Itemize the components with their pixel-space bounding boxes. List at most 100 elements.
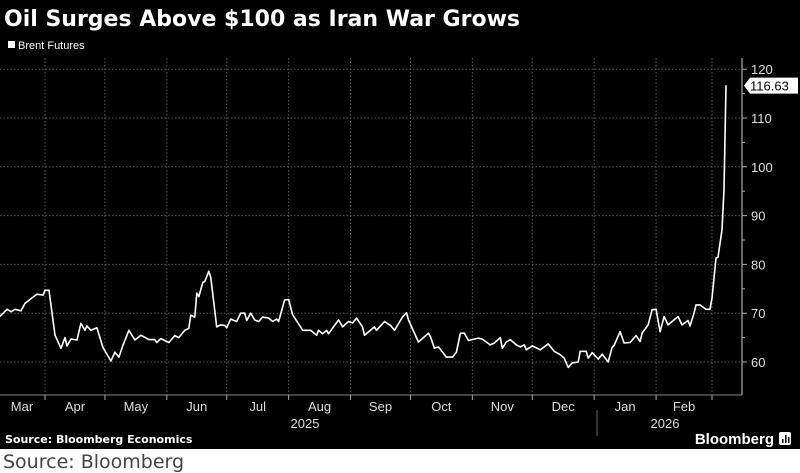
x-tick-label: Aug: [308, 399, 331, 414]
data-point: [226, 327, 228, 329]
data-point: [651, 309, 653, 311]
data-point: [567, 366, 569, 368]
data-point: [48, 289, 50, 291]
data-point: [128, 329, 130, 331]
x-tick-label: Jun: [186, 399, 207, 414]
data-point: [433, 347, 436, 349]
x-tick-label: Apr: [65, 399, 86, 414]
y-tick-label: 90: [751, 209, 765, 224]
data-point: [687, 319, 689, 322]
data-point: [451, 356, 453, 358]
chart-title: Oil Surges Above $100 as Iran War Grows: [4, 7, 520, 32]
data-point: [525, 349, 527, 351]
data-point: [302, 329, 304, 331]
data-point: [689, 325, 691, 327]
data-point: [681, 324, 683, 326]
data-point: [489, 344, 491, 346]
data-point: [647, 324, 649, 326]
data-point: [445, 356, 447, 358]
data-point: [90, 329, 92, 331]
data-point: [363, 334, 366, 336]
data-point: [587, 357, 589, 359]
x-tick-label: Mar: [11, 399, 34, 414]
y-tick-label: 60: [751, 355, 765, 370]
data-point: [559, 354, 561, 356]
data-point: [693, 312, 695, 314]
data-point: [341, 326, 344, 328]
y-tick-label: 100: [751, 160, 773, 175]
data-point: [10, 311, 12, 313]
data-point: [188, 327, 190, 329]
data-point: [66, 345, 68, 347]
data-point: [347, 320, 350, 323]
data-point: [407, 319, 410, 321]
data-point: [597, 358, 599, 360]
data-point: [539, 349, 541, 351]
data-point: [333, 324, 336, 326]
data-point: [563, 357, 565, 359]
data-point: [499, 337, 501, 339]
data-point: [196, 292, 198, 294]
data-point: [467, 339, 469, 342]
data-point: [246, 319, 248, 322]
data-point: [24, 302, 26, 305]
year-label-2025: 2025: [291, 416, 320, 431]
data-point: [250, 312, 252, 314]
data-point: [505, 341, 507, 343]
data-point: [717, 256, 719, 258]
data-point: [463, 332, 465, 334]
data-point: [383, 320, 386, 323]
y-tick-label: 80: [751, 257, 765, 272]
data-point: [284, 299, 286, 301]
data-point: [389, 324, 392, 326]
data-point: [204, 280, 206, 283]
y-tick-label: 70: [751, 306, 765, 321]
data-point: [236, 320, 238, 323]
caption-background: [0, 449, 800, 473]
data-point: [723, 189, 725, 191]
last-value-flag: [744, 77, 798, 94]
data-point: [641, 332, 643, 334]
data-point: [607, 361, 609, 363]
data-point: [216, 326, 218, 328]
data-point: [725, 85, 727, 87]
last-value-marker: 116.63: [744, 77, 798, 94]
data-point: [190, 314, 192, 316]
data-point: [154, 338, 156, 341]
data-point: [523, 344, 525, 346]
data-point: [288, 298, 290, 301]
data-point: [663, 316, 665, 318]
data-point: [194, 316, 196, 318]
data-point: [84, 329, 86, 331]
data-point: [571, 362, 573, 364]
data-point: [292, 314, 294, 316]
bloomberg-logo: Bloomberg: [695, 431, 774, 448]
data-point: [44, 289, 46, 291]
x-tick-label: Sep: [369, 399, 392, 414]
data-point: [118, 356, 120, 358]
data-point: [300, 326, 302, 328]
data-point: [321, 333, 324, 335]
data-point: [351, 322, 354, 324]
data-point: [36, 293, 38, 295]
data-point: [60, 347, 62, 349]
data-point: [519, 346, 521, 348]
data-point: [140, 334, 142, 336]
data-point: [254, 319, 256, 321]
data-point: [278, 320, 280, 323]
source-note: Source: Bloomberg Economics: [5, 433, 193, 446]
legend-label: Brent Futures: [18, 40, 85, 52]
data-point: [244, 312, 246, 314]
data-point: [509, 338, 511, 341]
gridlines: [0, 58, 742, 395]
data-point: [315, 334, 318, 336]
data-point: [220, 324, 222, 326]
data-point: [591, 352, 593, 354]
legend-swatch: [8, 41, 15, 48]
data-point: [455, 351, 457, 353]
data-point: [667, 324, 669, 326]
data-point: [659, 331, 661, 333]
chart-background: [0, 0, 800, 449]
data-point: [272, 320, 274, 323]
last-value-label: 116.63: [750, 79, 789, 94]
